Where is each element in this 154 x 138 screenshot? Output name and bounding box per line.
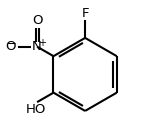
Text: O: O bbox=[6, 40, 16, 53]
Text: F: F bbox=[81, 7, 89, 20]
Text: +: + bbox=[38, 38, 47, 48]
Text: O: O bbox=[32, 14, 42, 27]
Text: N: N bbox=[32, 40, 42, 53]
Text: HO: HO bbox=[26, 104, 47, 116]
Text: −: − bbox=[7, 37, 17, 50]
